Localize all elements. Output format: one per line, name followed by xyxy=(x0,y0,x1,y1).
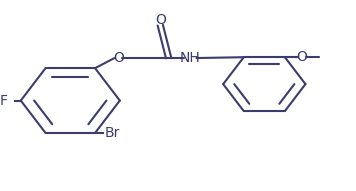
Text: F: F xyxy=(0,94,7,108)
Text: NH: NH xyxy=(180,51,201,65)
Text: O: O xyxy=(155,13,166,27)
Text: Br: Br xyxy=(105,126,120,140)
Text: O: O xyxy=(113,51,124,65)
Text: O: O xyxy=(296,50,307,64)
